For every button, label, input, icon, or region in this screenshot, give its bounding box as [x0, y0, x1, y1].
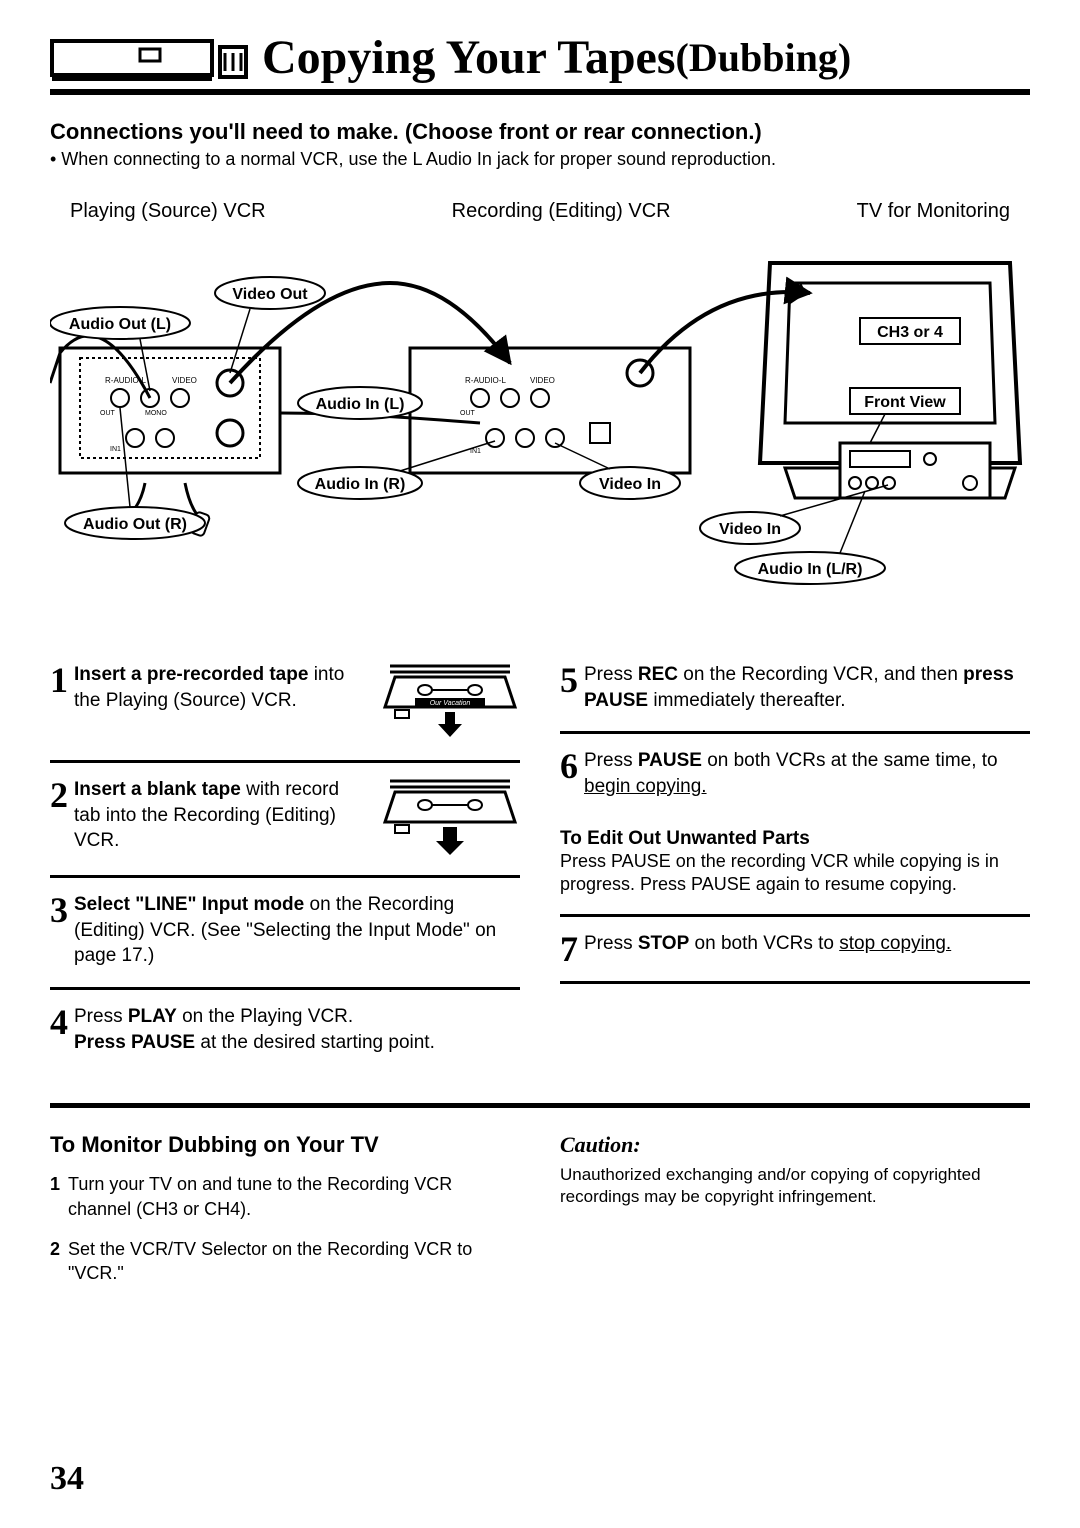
monitor-text: Turn your TV on and tune to the Recordin…	[68, 1172, 520, 1221]
label-recording-vcr: Recording (Editing) VCR	[452, 200, 671, 223]
svg-text:OUT: OUT	[460, 410, 476, 417]
connection-diagram: R-AUDIO-L VIDEO OUT MONO IN1 R-AUDIO-L V…	[50, 223, 1030, 603]
caution-text: Unauthorized exchanging and/or copying o…	[560, 1164, 1030, 1208]
caution-heading: Caution:	[560, 1132, 1030, 1158]
step-number: 1	[50, 662, 68, 713]
step-number: 6	[560, 748, 578, 799]
cassette-icon: Our Vacation	[380, 662, 520, 742]
svg-text:Audio Out (R): Audio Out (R)	[83, 516, 187, 533]
callout-ch: CH3 or 4	[860, 318, 960, 344]
step-text: Press PLAY on the Playing VCR. Press PAU…	[74, 1004, 435, 1055]
edit-title: To Edit Out Unwanted Parts	[560, 828, 1030, 850]
step-number: 7	[560, 931, 578, 967]
title-row: Copying Your Tapes (Dubbing)	[50, 30, 1030, 95]
step-6: 6 Press PAUSE on both VCRs at the same t…	[560, 731, 1030, 817]
step-3: 3 Select "LINE" Input mode on the Record…	[50, 875, 520, 987]
svg-text:Our Vacation: Our Vacation	[430, 700, 471, 707]
page-number: 34	[50, 1460, 84, 1498]
edit-out-block: To Edit Out Unwanted Parts Press PAUSE o…	[560, 818, 1030, 915]
step-text: Press PAUSE on both VCRs at the same tim…	[584, 748, 1030, 799]
svg-text:R-AUDIO-L: R-AUDIO-L	[465, 376, 506, 385]
step-text: Insert a blank tape with record tab into…	[74, 777, 364, 854]
svg-text:CH3 or 4: CH3 or 4	[877, 324, 943, 341]
svg-text:Audio In (L/R): Audio In (L/R)	[758, 561, 863, 578]
step-number: 4	[50, 1004, 68, 1055]
cable-rf	[640, 292, 810, 373]
svg-text:MONO: MONO	[145, 410, 167, 417]
callout-audio-in-r: Audio In (R)	[298, 441, 495, 499]
step-text: Insert a pre-recorded tape into the Play…	[74, 662, 364, 713]
step-number: 2	[50, 777, 68, 854]
label-playing-vcr: Playing (Source) VCR	[70, 200, 266, 223]
svg-text:Audio Out (L): Audio Out (L)	[69, 316, 171, 333]
svg-text:OUT: OUT	[100, 410, 116, 417]
steps-left-column: 1 Insert a pre-recorded tape into the Pl…	[50, 648, 520, 1073]
svg-text:Front View: Front View	[864, 394, 946, 411]
step-5: 5 Press REC on the Recording VCR, and th…	[560, 648, 1030, 731]
callout-audio-in-l: Audio In (L)	[298, 387, 422, 419]
tape-deck-icon	[50, 33, 250, 83]
monitor-num: 1	[50, 1172, 60, 1221]
page-title-sub: (Dubbing)	[676, 34, 852, 81]
svg-text:VIDEO: VIDEO	[530, 376, 555, 385]
page-title-main: Copying Your Tapes	[262, 30, 676, 85]
monitor-item-2: 2 Set the VCR/TV Selector on the Recordi…	[50, 1237, 520, 1286]
svg-text:Video In: Video In	[719, 521, 781, 538]
svg-text:Video In: Video In	[599, 476, 661, 493]
step-2: 2 Insert a blank tape with record tab in…	[50, 760, 520, 875]
svg-text:Audio In (R): Audio In (R)	[315, 476, 406, 493]
step-text: Press STOP on both VCRs to stop copying.	[584, 931, 951, 967]
step-text: Press REC on the Recording VCR, and then…	[584, 662, 1030, 713]
vcr-front-panel	[840, 443, 990, 498]
step-7: 7 Press STOP on both VCRs to stop copyin…	[560, 914, 1030, 984]
monitor-heading: To Monitor Dubbing on Your TV	[50, 1132, 520, 1158]
monitor-column: To Monitor Dubbing on Your TV 1 Turn you…	[50, 1132, 520, 1301]
edit-text: Press PAUSE on the recording VCR while c…	[560, 850, 1030, 897]
monitor-text: Set the VCR/TV Selector on the Recording…	[68, 1237, 520, 1286]
label-tv: TV for Monitoring	[857, 200, 1010, 223]
step-1: 1 Insert a pre-recorded tape into the Pl…	[50, 648, 520, 760]
svg-text:Audio In (L): Audio In (L)	[316, 396, 405, 413]
steps-section: 1 Insert a pre-recorded tape into the Pl…	[50, 648, 1030, 1073]
cassette-icon	[380, 777, 520, 857]
diagram-top-labels: Playing (Source) VCR Recording (Editing)…	[50, 200, 1030, 223]
cable-audio-l-lead	[60, 336, 150, 398]
svg-text:VIDEO: VIDEO	[172, 376, 197, 385]
svg-text:IN1: IN1	[110, 446, 121, 453]
callout-video-in: Video In	[555, 443, 680, 499]
monitor-num: 2	[50, 1237, 60, 1286]
section-divider	[50, 1103, 1030, 1108]
step-text: Select "LINE" Input mode on the Recordin…	[74, 892, 520, 969]
step-4: 4 Press PLAY on the Playing VCR. Press P…	[50, 987, 520, 1073]
callout-front-view: Front View	[850, 388, 960, 443]
svg-text:Video Out: Video Out	[232, 286, 308, 303]
step-number: 3	[50, 892, 68, 969]
bottom-section: To Monitor Dubbing on Your TV 1 Turn you…	[50, 1132, 1030, 1301]
caution-column: Caution: Unauthorized exchanging and/or …	[560, 1132, 1030, 1301]
steps-right-column: 5 Press REC on the Recording VCR, and th…	[560, 648, 1030, 1073]
step-number: 5	[560, 662, 578, 713]
monitor-item-1: 1 Turn your TV on and tune to the Record…	[50, 1172, 520, 1221]
connections-heading: Connections you'll need to make. (Choose…	[50, 119, 1030, 145]
connections-note: • When connecting to a normal VCR, use t…	[50, 149, 1030, 170]
